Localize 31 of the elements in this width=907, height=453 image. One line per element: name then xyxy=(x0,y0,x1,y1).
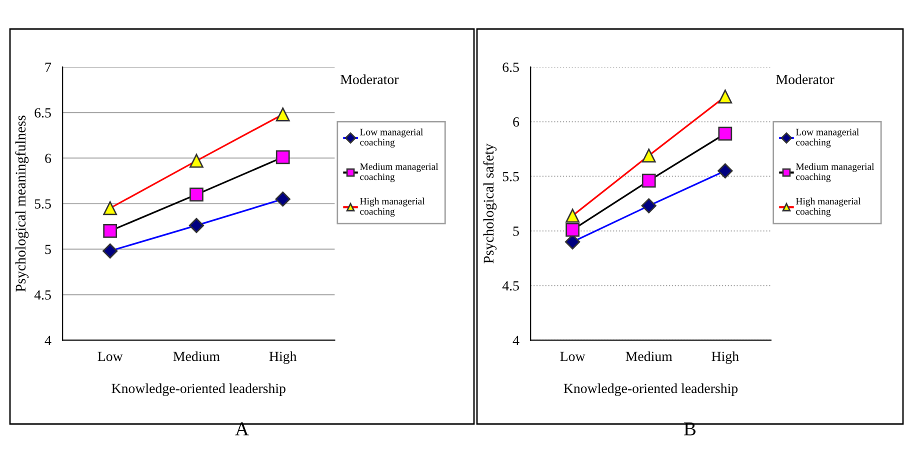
y-axis-title: Psychological meaningfulness xyxy=(15,116,29,292)
y-tick-label: 5.5 xyxy=(34,199,51,209)
y-tick-label: 4.5 xyxy=(34,290,51,300)
x-tick-label: Low xyxy=(98,352,123,362)
x-tick-label: High xyxy=(712,351,739,364)
y-axis-title: Psychological safety xyxy=(483,144,497,264)
x-tick-label: High xyxy=(269,351,297,364)
x-tick-label: Medium xyxy=(626,351,672,362)
y-tick-label: 4.5 xyxy=(502,281,519,291)
y-tick-label: 6.5 xyxy=(34,108,51,118)
y-tick-label: 5 xyxy=(45,244,51,254)
legend-label: High managerial coaching xyxy=(360,198,425,217)
y-tick-label: 5.5 xyxy=(502,172,519,182)
y-tick-label: 5 xyxy=(513,226,519,236)
legend-title: Moderator xyxy=(776,74,834,84)
legend-label: Low managerial coaching xyxy=(796,128,859,148)
legend-label: High managerial coaching xyxy=(796,198,861,217)
y-tick-label: 4 xyxy=(512,336,520,346)
legend-label: Low managerial coaching xyxy=(360,128,424,148)
y-tick-label: 4 xyxy=(44,336,52,346)
x-tick-label: Medium xyxy=(173,351,220,362)
legend-label: Medium managerial coaching xyxy=(796,163,874,182)
legend-label: Medium managerial coaching xyxy=(360,163,438,182)
legend-title: Moderator xyxy=(340,74,399,84)
y-tick-label: 6 xyxy=(513,117,520,127)
x-axis-title: Knowledge-oriented leadership xyxy=(112,383,286,396)
x-axis-title: Knowledge-oriented leadership xyxy=(564,383,738,396)
y-tick-label: 6.5 xyxy=(502,62,519,72)
y-tick-label: 7 xyxy=(45,62,52,72)
x-tick-label: Low xyxy=(560,352,586,362)
y-tick-label: 6 xyxy=(45,154,52,164)
